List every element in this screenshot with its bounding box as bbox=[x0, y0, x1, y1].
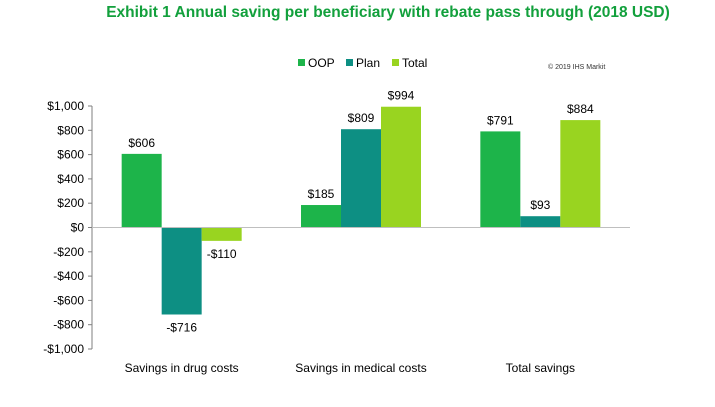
x-category-label: Savings in medical costs bbox=[295, 361, 426, 375]
y-tick-label: $800 bbox=[57, 123, 84, 137]
y-tick-label: $600 bbox=[57, 148, 84, 162]
data-label: $809 bbox=[348, 111, 375, 125]
data-label: $994 bbox=[388, 89, 415, 103]
data-label: $185 bbox=[308, 187, 335, 201]
bar-total bbox=[560, 120, 601, 228]
data-label: $93 bbox=[530, 198, 550, 212]
data-label: $884 bbox=[567, 102, 594, 116]
bar-oop bbox=[480, 131, 521, 228]
y-tick-label: $400 bbox=[57, 172, 84, 186]
data-label: -$110 bbox=[207, 247, 237, 261]
bar-total bbox=[201, 227, 242, 241]
y-tick-label: -$600 bbox=[53, 293, 84, 307]
y-axis: $1,000 $800 $600 $400 $200 $0 -$200 -$400 -$600 -… bbox=[43, 99, 93, 356]
chart-title: Exhibit 1 Annual saving per beneficiary … bbox=[106, 4, 670, 21]
bar-plan bbox=[520, 216, 561, 228]
data-label: $606 bbox=[128, 136, 155, 150]
y-tick-label: $0 bbox=[71, 221, 85, 235]
y-tick-label: -$1,000 bbox=[43, 342, 84, 356]
legend-swatch-total bbox=[392, 59, 399, 66]
bar-oop bbox=[121, 153, 162, 228]
bar-oop bbox=[301, 205, 341, 228]
bar-plan bbox=[341, 129, 381, 228]
y-tick-label: -$400 bbox=[53, 269, 84, 283]
data-label: -$716 bbox=[166, 320, 197, 334]
legend-label-plan: Plan bbox=[356, 56, 380, 70]
y-tick-label: $1,000 bbox=[47, 99, 84, 113]
data-label: $791 bbox=[487, 113, 514, 127]
y-tick-label: -$200 bbox=[53, 245, 84, 259]
legend-label-oop: OOP bbox=[308, 56, 335, 70]
legend: OOP Plan Total bbox=[298, 56, 427, 70]
legend-swatch-oop bbox=[298, 59, 305, 66]
bars-layer: $606 -$716 -$110 $185 $809 $994 $791 $93 $884 bbox=[121, 89, 601, 334]
legend-label-total: Total bbox=[402, 56, 427, 70]
bar-plan bbox=[161, 227, 202, 315]
legend-swatch-plan bbox=[346, 59, 353, 66]
x-category-label: Total savings bbox=[506, 361, 575, 375]
x-axis: Savings in drug costs Savings in medical … bbox=[92, 227, 630, 375]
bar-total bbox=[381, 106, 421, 228]
y-tick-label: -$800 bbox=[53, 318, 84, 332]
x-category-label: Savings in drug costs bbox=[125, 361, 239, 375]
y-tick-label: $200 bbox=[57, 196, 84, 210]
copyright-note: © 2019 IHS Markit bbox=[548, 63, 605, 71]
